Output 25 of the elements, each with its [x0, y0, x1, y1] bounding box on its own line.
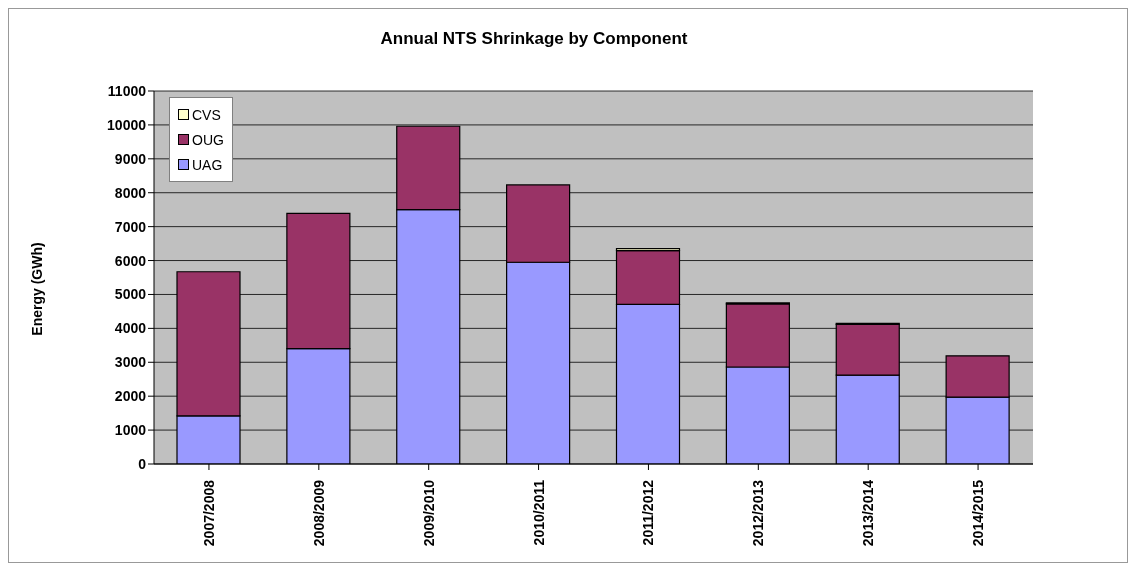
y-tick-label: 1000	[114, 422, 147, 439]
x-tick-label: 2007/2008	[200, 479, 217, 547]
legend-label: UAG	[192, 156, 223, 173]
y-tick-label: 3000	[114, 354, 147, 371]
x-tick-label: 2014/2015	[970, 479, 987, 547]
y-tick-label: 5000	[114, 286, 147, 303]
x-tick-label: 2009/2010	[420, 479, 437, 547]
chart-title: Annual NTS Shrinkage by Component	[379, 29, 689, 49]
y-tick-label: 6000	[114, 252, 147, 269]
y-tick-label: 8000	[114, 184, 147, 201]
x-tick-label: 2010/2011	[530, 479, 547, 546]
x-tick-label: 2013/2014	[860, 479, 877, 547]
legend-label: CVS	[192, 106, 221, 123]
x-tick-label: 2008/2009	[310, 479, 327, 547]
x-tick-label: 2012/2013	[750, 479, 767, 547]
y-tick-label: 10000	[107, 116, 147, 133]
y-tick-label: 11000	[107, 82, 147, 99]
x-tick-label: 2011/2012	[640, 479, 657, 546]
y-tick-label: 7000	[114, 218, 147, 235]
y-tick-label: 9000	[114, 150, 147, 167]
y-tick-label: 0	[138, 455, 147, 472]
y-tick-label: 4000	[114, 320, 147, 337]
y-tick-label: 2000	[114, 388, 147, 405]
legend-label: OUG	[192, 131, 224, 148]
y-axis-title: Energy (GWh)	[29, 242, 45, 336]
